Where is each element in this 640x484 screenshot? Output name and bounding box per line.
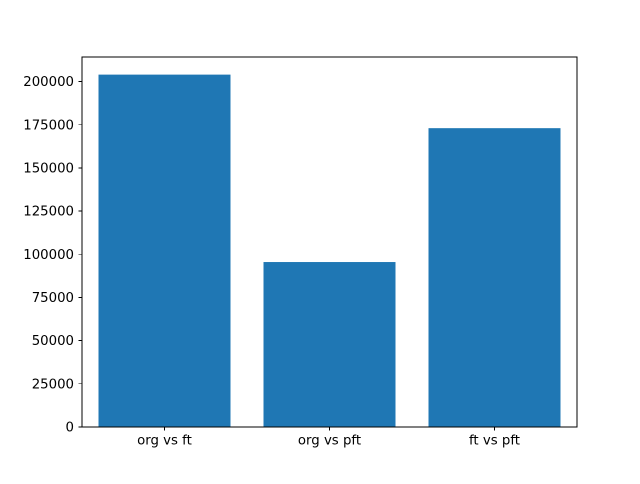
y-tick-label: 150000 <box>23 161 74 176</box>
bar <box>98 74 231 428</box>
x-tick-label: org vs pft <box>298 434 361 449</box>
y-tick-label: 175000 <box>23 118 74 133</box>
y-tick-label: 50000 <box>32 334 74 349</box>
x-tick-label: org vs ft <box>137 434 192 449</box>
y-tick-label: 100000 <box>23 248 74 263</box>
axes-frame <box>81 56 578 428</box>
bar <box>428 128 561 428</box>
bar <box>263 262 396 427</box>
y-tick-label: 75000 <box>32 291 74 306</box>
y-tick-label: 25000 <box>32 377 74 392</box>
y-tick-label: 125000 <box>23 205 74 220</box>
y-tick-label: 0 <box>66 421 74 436</box>
y-tick-label: 200000 <box>23 75 74 90</box>
x-tick-label: ft vs pft <box>469 434 520 449</box>
